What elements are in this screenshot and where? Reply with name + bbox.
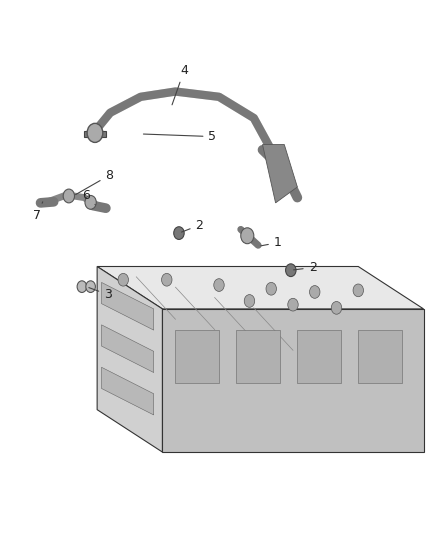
Polygon shape [102, 367, 154, 415]
Circle shape [286, 264, 296, 277]
Polygon shape [297, 330, 341, 383]
Text: 8: 8 [76, 169, 113, 195]
Polygon shape [102, 325, 154, 373]
Circle shape [214, 279, 224, 292]
Circle shape [174, 227, 184, 239]
Circle shape [310, 286, 320, 298]
Circle shape [241, 228, 254, 244]
Text: 1: 1 [261, 236, 282, 249]
Text: 6: 6 [82, 189, 95, 205]
Circle shape [118, 273, 128, 286]
Circle shape [288, 298, 298, 311]
Polygon shape [176, 330, 219, 383]
Text: 2: 2 [293, 261, 317, 274]
Circle shape [244, 295, 254, 308]
Polygon shape [358, 330, 402, 383]
Circle shape [77, 281, 87, 293]
Circle shape [86, 281, 95, 293]
Text: 2: 2 [181, 219, 203, 232]
Circle shape [63, 189, 74, 203]
Text: 5: 5 [143, 130, 216, 143]
Polygon shape [162, 309, 424, 452]
Text: 4: 4 [172, 64, 188, 105]
Polygon shape [84, 131, 106, 136]
Polygon shape [102, 282, 154, 330]
Circle shape [353, 284, 364, 297]
Text: 3: 3 [89, 288, 112, 301]
Polygon shape [97, 266, 162, 452]
Circle shape [162, 273, 172, 286]
Circle shape [85, 196, 96, 209]
Circle shape [331, 302, 342, 314]
Circle shape [266, 282, 276, 295]
Polygon shape [237, 330, 280, 383]
Polygon shape [97, 266, 424, 309]
Circle shape [87, 123, 103, 142]
Polygon shape [262, 144, 297, 203]
Text: 7: 7 [33, 202, 43, 222]
